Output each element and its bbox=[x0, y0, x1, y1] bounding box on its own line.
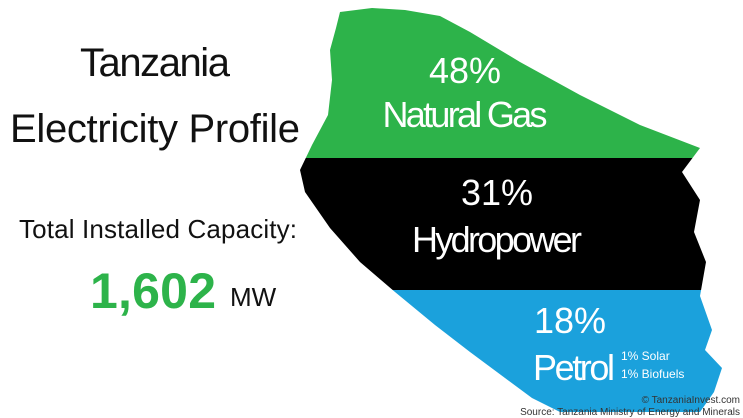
capacity-label: Total Installed Capacity: bbox=[19, 214, 297, 244]
segment-percent: 18% bbox=[534, 300, 606, 341]
segment-percent: 31% bbox=[461, 172, 533, 213]
segment-name: Petrol bbox=[533, 347, 615, 388]
capacity-unit: MW bbox=[230, 282, 277, 312]
capacity-value: 1,602 bbox=[90, 263, 216, 319]
credit: © TanzaniaInvest.com bbox=[642, 395, 740, 406]
title: Electricity Profile bbox=[10, 107, 300, 151]
segment-name: Natural Gas bbox=[383, 94, 548, 135]
segment-percent: 48% bbox=[429, 50, 501, 91]
source: Source: Tanzania Ministry of Energy and … bbox=[520, 407, 740, 418]
title: Tanzania bbox=[80, 41, 231, 85]
minor-source: 1% Solar bbox=[621, 349, 670, 363]
segment-name: Hydropower bbox=[412, 219, 582, 260]
minor-source: 1% Biofuels bbox=[621, 367, 684, 381]
hydro-band bbox=[300, 158, 722, 290]
